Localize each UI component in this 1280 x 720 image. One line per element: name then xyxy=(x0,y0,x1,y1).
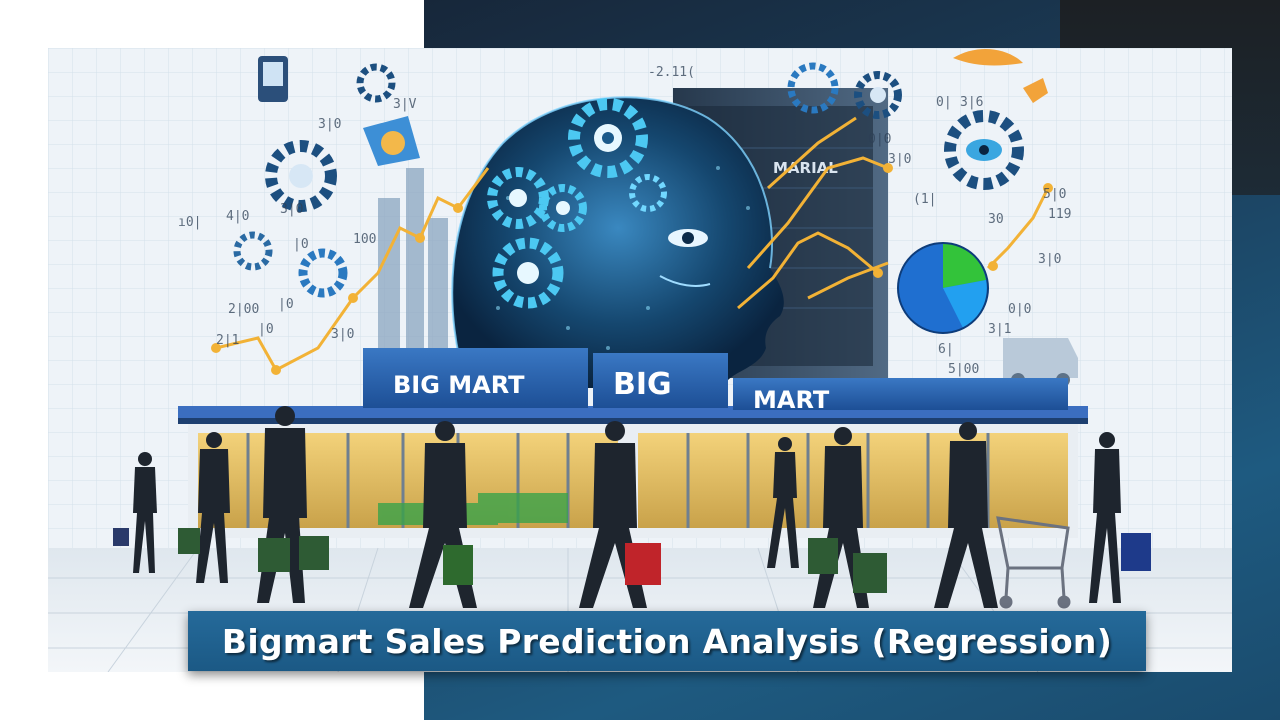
svg-text:2|1: 2|1 xyxy=(216,333,239,348)
ai-head xyxy=(451,96,784,389)
shoppers xyxy=(113,406,1151,609)
svg-text:5|0: 5|0 xyxy=(1043,187,1066,202)
shopper xyxy=(409,421,477,608)
svg-text:(1|: (1| xyxy=(913,192,936,207)
bigmart-ai-scene: MARIAL xyxy=(48,48,1232,672)
svg-text:|0: |0 xyxy=(293,237,309,252)
svg-text:5|00: 5|00 xyxy=(948,362,979,377)
svg-text:119: 119 xyxy=(1048,207,1071,222)
store-sign-right-1: BIG xyxy=(613,367,672,402)
decor-gears xyxy=(233,56,1024,298)
shopper xyxy=(1089,432,1151,603)
svg-text:3|1: 3|1 xyxy=(988,322,1011,337)
trend-points xyxy=(211,163,1053,375)
rocket-icon xyxy=(953,48,1023,66)
store-building: BIG MART BIG MART xyxy=(178,348,1088,538)
svg-text:3|0: 3|0 xyxy=(280,202,303,217)
svg-text:-2.11(: -2.11( xyxy=(648,65,695,80)
fish-icon xyxy=(1023,78,1048,103)
trend-lines xyxy=(215,116,1050,373)
svg-text:3|0: 3|0 xyxy=(331,327,354,342)
shopper xyxy=(579,421,661,608)
shopper xyxy=(257,406,329,603)
shopping-cart xyxy=(996,516,1071,609)
slide-title: Bigmart Sales Prediction Analysis (Regre… xyxy=(221,621,1113,661)
svg-text:3|0: 3|0 xyxy=(888,152,911,167)
pie-chart-graphic xyxy=(897,242,989,334)
hero-illustration: MARIAL xyxy=(48,48,1232,672)
svg-text:3|0: 3|0 xyxy=(318,117,341,132)
svg-text:3|6: 3|6 xyxy=(960,95,983,110)
shopper xyxy=(934,422,998,608)
svg-text:4|0: 4|0 xyxy=(226,209,249,224)
svg-text:6|: 6| xyxy=(938,342,954,357)
svg-text:30: 30 xyxy=(988,212,1004,227)
svg-text:ı0|: ı0| xyxy=(178,215,201,230)
title-banner: Bigmart Sales Prediction Analysis (Regre… xyxy=(188,611,1146,671)
store-sign-left: BIG MART xyxy=(393,371,525,399)
svg-text:0|0: 0|0 xyxy=(1008,302,1031,317)
svg-text:2|00: 2|00 xyxy=(228,302,259,317)
shopper xyxy=(808,427,887,608)
svg-text:100: 100 xyxy=(353,232,376,247)
svg-text:|0: |0 xyxy=(278,297,294,312)
decor-numbers: 3|0 3|V -2.11( 4|0 3|0 ı0| |0 100 2|00 |0 |0 2… xyxy=(178,65,1071,377)
shopper xyxy=(113,452,157,573)
store-sign-right-2: MART xyxy=(753,386,830,414)
shopper xyxy=(178,432,230,583)
svg-text:0|: 0| xyxy=(936,95,952,110)
svg-text:0|0: 0|0 xyxy=(868,132,891,147)
svg-text:3|0: 3|0 xyxy=(1038,252,1061,267)
svg-text:|0: |0 xyxy=(258,322,274,337)
shopper xyxy=(767,437,799,568)
svg-text:3|V: 3|V xyxy=(393,97,417,112)
tower-sign: MARIAL xyxy=(773,159,838,177)
head-gears xyxy=(487,98,667,309)
